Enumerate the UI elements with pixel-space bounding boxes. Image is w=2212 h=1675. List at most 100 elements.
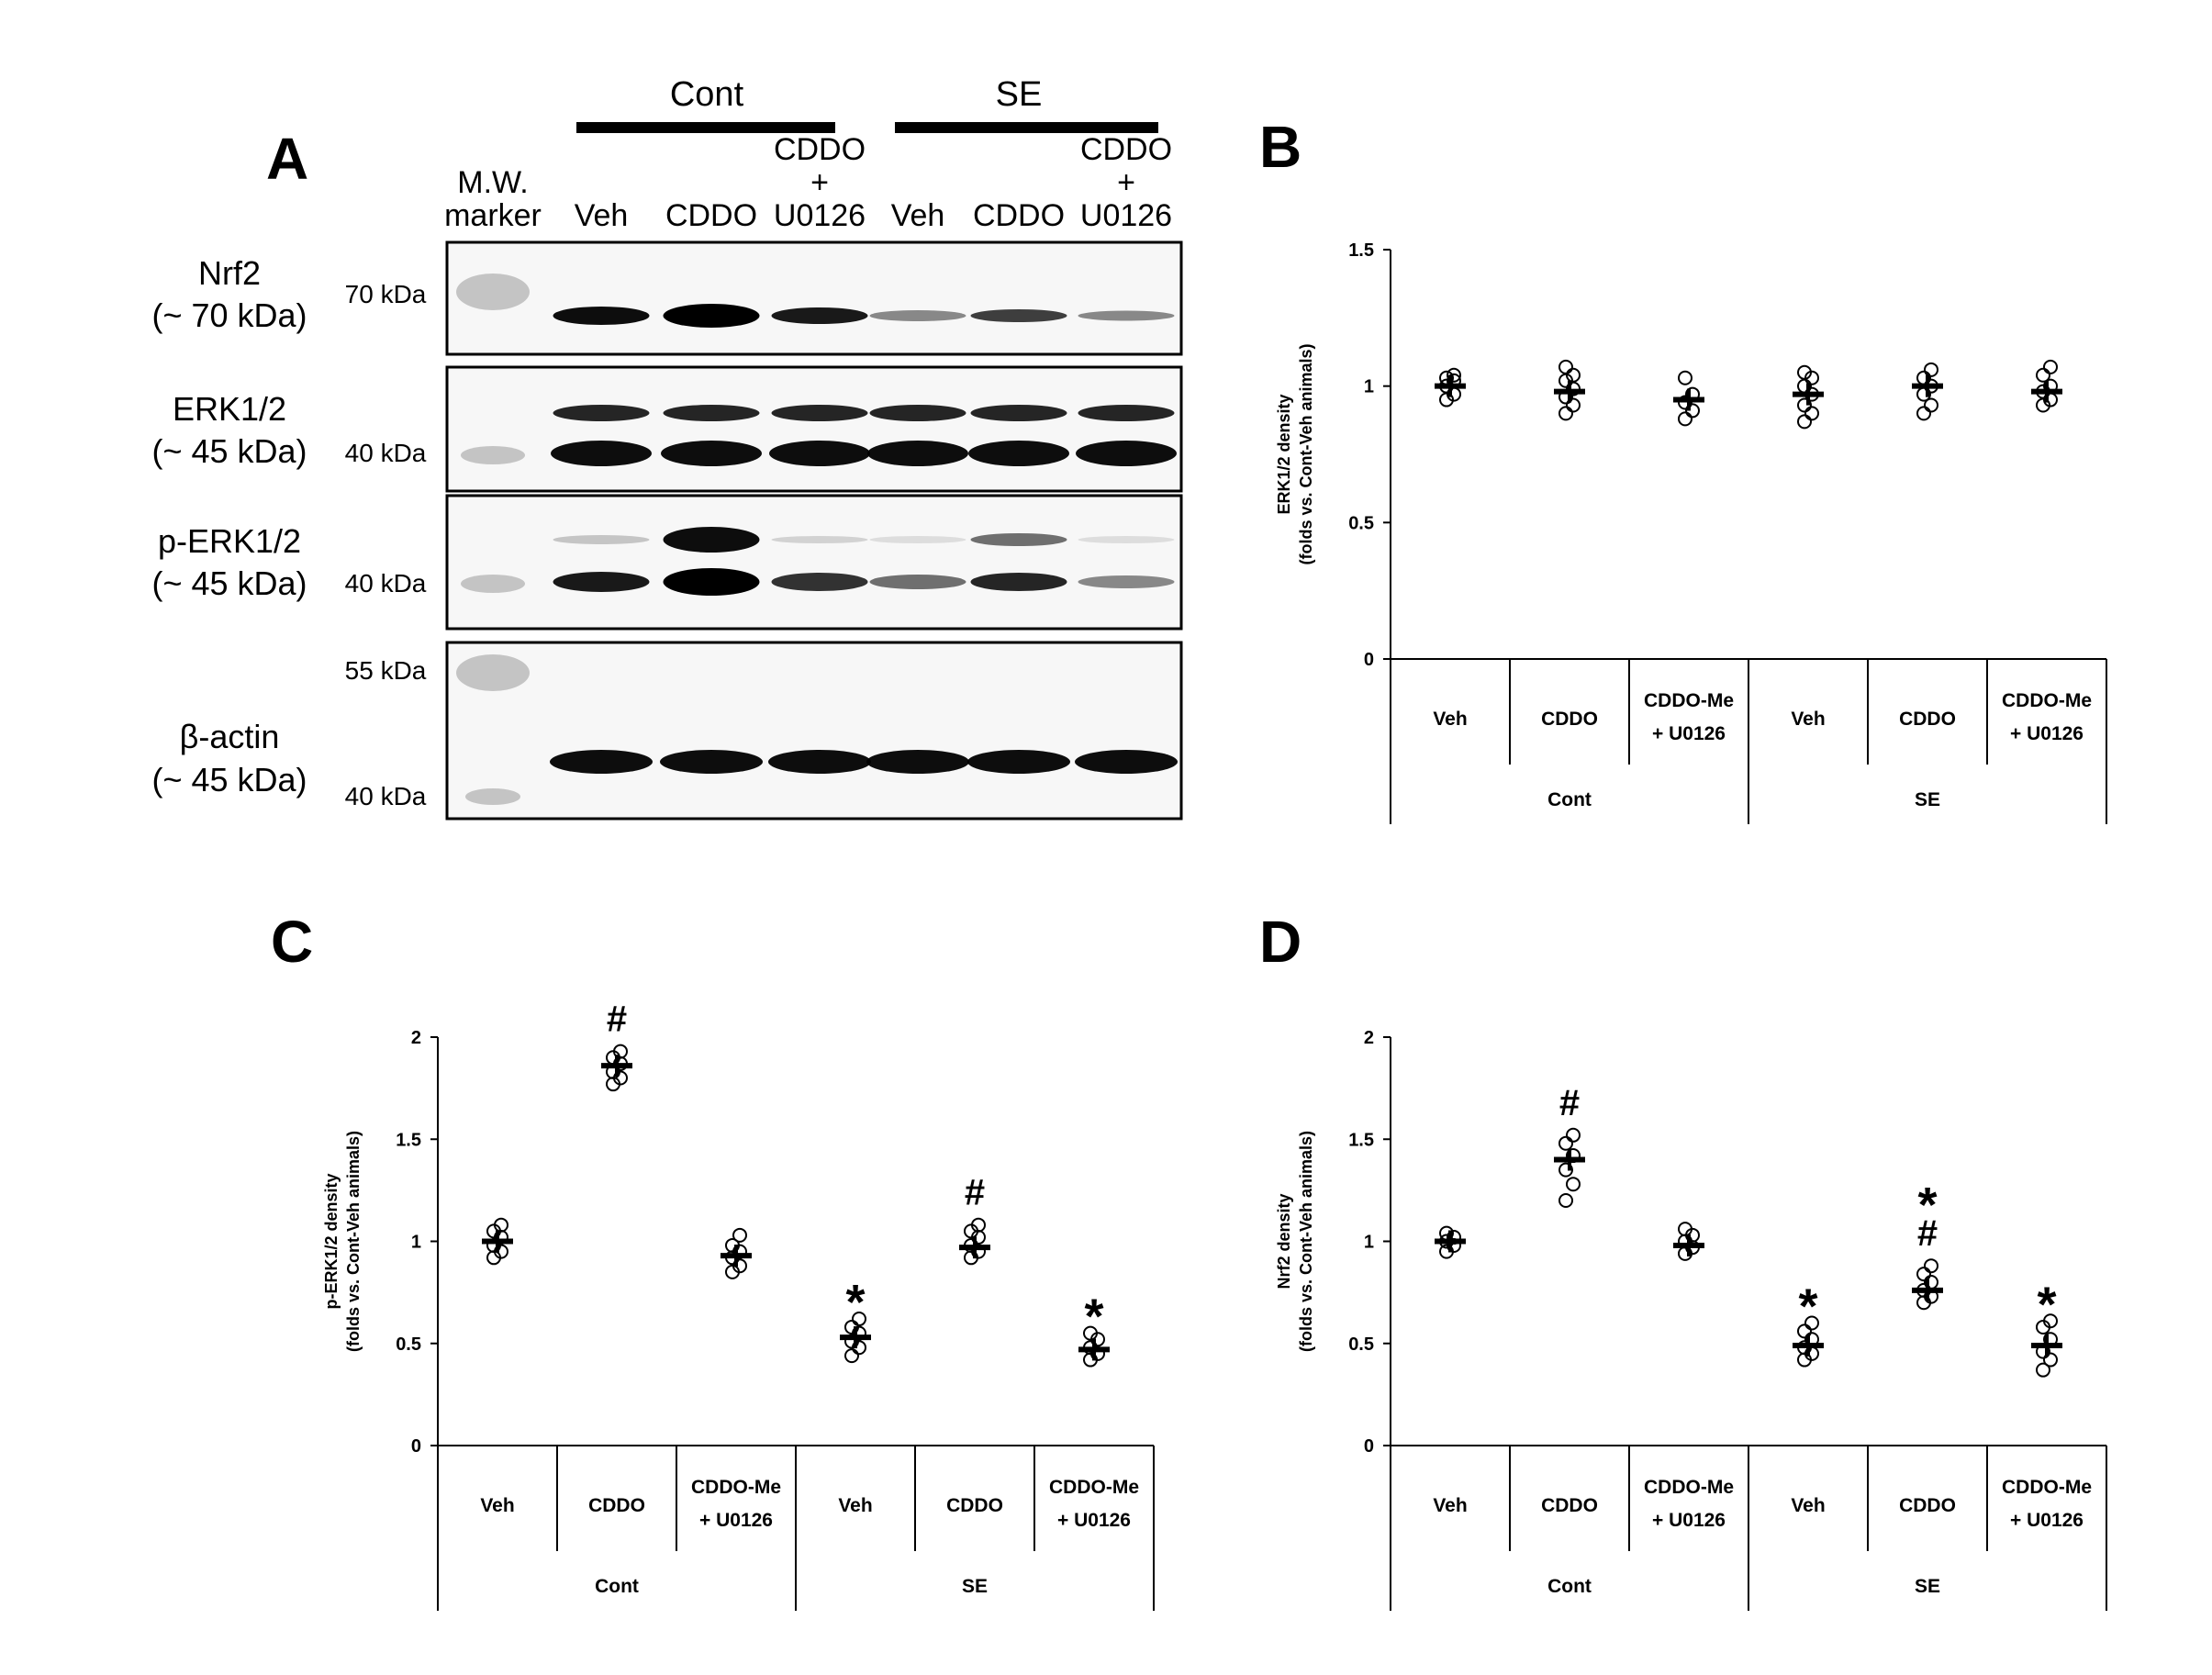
group-label: SE bbox=[1915, 1576, 1940, 1597]
blot-band bbox=[660, 750, 763, 774]
category-label: CDDO-Me bbox=[691, 1477, 781, 1498]
significance-hash: # bbox=[965, 1173, 985, 1213]
category-label: + U0126 bbox=[699, 1510, 773, 1531]
blot-label-nrf2: (~ 70 kDa) bbox=[151, 296, 307, 334]
blot-box-perk bbox=[445, 494, 1183, 631]
y-axis-title: (folds vs. Cont-Veh animals) bbox=[344, 1131, 363, 1352]
marker-band bbox=[461, 446, 525, 464]
blot-group-bar bbox=[895, 122, 1158, 133]
data-point bbox=[1558, 1135, 1573, 1151]
category-label: Veh bbox=[1791, 1495, 1825, 1516]
blot-band bbox=[663, 568, 760, 596]
data-point bbox=[971, 1217, 986, 1233]
significance-hash: # bbox=[607, 999, 627, 1040]
category-label: CDDO-Me bbox=[1049, 1477, 1139, 1498]
blot-band bbox=[551, 441, 652, 466]
category-label: CDDO-Me bbox=[2002, 690, 2092, 711]
blot-band bbox=[970, 533, 1067, 546]
y-axis-title: Nrf2 density bbox=[1275, 1193, 1293, 1289]
blot-band bbox=[968, 441, 1069, 466]
lane-label: U0126 bbox=[1080, 198, 1172, 233]
y-tick-label: 0 bbox=[1364, 1436, 1374, 1457]
category-label: + U0126 bbox=[1652, 723, 1726, 744]
data-point bbox=[2043, 359, 2058, 374]
y-tick-label: 1 bbox=[411, 1233, 421, 1253]
blot-band bbox=[869, 405, 966, 421]
blot-band bbox=[771, 307, 868, 324]
marker-band bbox=[465, 788, 520, 805]
lane-label: CDDO bbox=[774, 132, 866, 167]
data-point bbox=[1916, 1267, 1931, 1282]
data-point bbox=[1804, 1315, 1819, 1331]
blot-band bbox=[970, 573, 1067, 591]
y-tick-label: 2 bbox=[1364, 1028, 1374, 1048]
category-label: Veh bbox=[480, 1495, 514, 1516]
panel-letter-a: A bbox=[266, 126, 308, 192]
mw-label: 55 kDa bbox=[345, 656, 427, 685]
y-tick-label: 0 bbox=[411, 1436, 421, 1457]
data-point bbox=[1558, 406, 1573, 421]
group-label: Cont bbox=[595, 1576, 639, 1597]
data-point bbox=[494, 1217, 508, 1233]
blot-band bbox=[1078, 536, 1175, 543]
data-point bbox=[1804, 406, 1819, 421]
lane-label: CDDO bbox=[1080, 132, 1172, 167]
significance-star: * bbox=[1084, 1290, 1103, 1345]
blot-band bbox=[663, 527, 760, 553]
category-label: + U0126 bbox=[2010, 1510, 2084, 1531]
marker-band bbox=[456, 654, 530, 691]
category-label: CDDO-Me bbox=[1644, 1477, 1734, 1498]
blot-band bbox=[866, 750, 969, 774]
data-point bbox=[1924, 1258, 1938, 1274]
significance-star: * bbox=[1798, 1279, 1817, 1334]
data-point bbox=[1678, 411, 1693, 427]
blot-group-label: SE bbox=[996, 75, 1043, 114]
blot-label-nrf2: Nrf2 bbox=[198, 254, 261, 292]
category-label: CDDO bbox=[1899, 709, 1956, 730]
blot-band bbox=[553, 307, 650, 325]
blot-group-label: Cont bbox=[670, 75, 744, 114]
y-tick-label: 1.5 bbox=[1348, 1130, 1374, 1150]
blot-band bbox=[663, 405, 760, 421]
blot-band bbox=[663, 304, 760, 328]
blot-band bbox=[970, 309, 1067, 322]
lane-label: + bbox=[810, 165, 829, 200]
data-point bbox=[2043, 1313, 2058, 1329]
blot-band bbox=[869, 310, 966, 321]
y-tick-label: 0.5 bbox=[1348, 1334, 1374, 1355]
blot-band bbox=[553, 572, 650, 592]
data-point bbox=[1916, 406, 1931, 421]
blot-band bbox=[553, 535, 650, 544]
significance-hash: # bbox=[1559, 1083, 1580, 1123]
category-label: CDDO bbox=[946, 1495, 1003, 1516]
category-label: CDDO bbox=[1899, 1495, 1956, 1516]
significance-star: * bbox=[845, 1275, 865, 1330]
lane-label: Veh bbox=[891, 198, 945, 233]
marker-band bbox=[461, 575, 525, 593]
blot-band bbox=[869, 536, 966, 543]
blot-band bbox=[771, 573, 868, 591]
blot-label-erk: (~ 45 kDa) bbox=[151, 432, 307, 470]
blot-box-actin bbox=[445, 641, 1183, 821]
data-point bbox=[1924, 397, 1938, 413]
lane-label: U0126 bbox=[774, 198, 866, 233]
data-point bbox=[732, 1258, 747, 1274]
mw-label: 40 kDa bbox=[345, 782, 427, 810]
data-point bbox=[1797, 364, 1812, 380]
mw-label: 40 kDa bbox=[345, 569, 427, 597]
group-label: Cont bbox=[1547, 1576, 1592, 1597]
y-axis-title: (folds vs. Cont-Veh animals) bbox=[1297, 343, 1315, 564]
group-label: SE bbox=[962, 1576, 988, 1597]
mw-label: 70 kDa bbox=[345, 280, 427, 308]
y-axis-title: p-ERK1/2 density bbox=[322, 1173, 341, 1309]
significance-hash: # bbox=[1917, 1213, 1938, 1254]
blot-band bbox=[661, 441, 762, 466]
blot-band bbox=[1078, 405, 1175, 421]
data-point bbox=[725, 1237, 740, 1253]
blot-band bbox=[553, 405, 650, 421]
data-point bbox=[1678, 370, 1693, 385]
data-point bbox=[844, 1319, 859, 1334]
category-label: Veh bbox=[1791, 709, 1825, 730]
panel-letter-d: D bbox=[1259, 909, 1302, 975]
